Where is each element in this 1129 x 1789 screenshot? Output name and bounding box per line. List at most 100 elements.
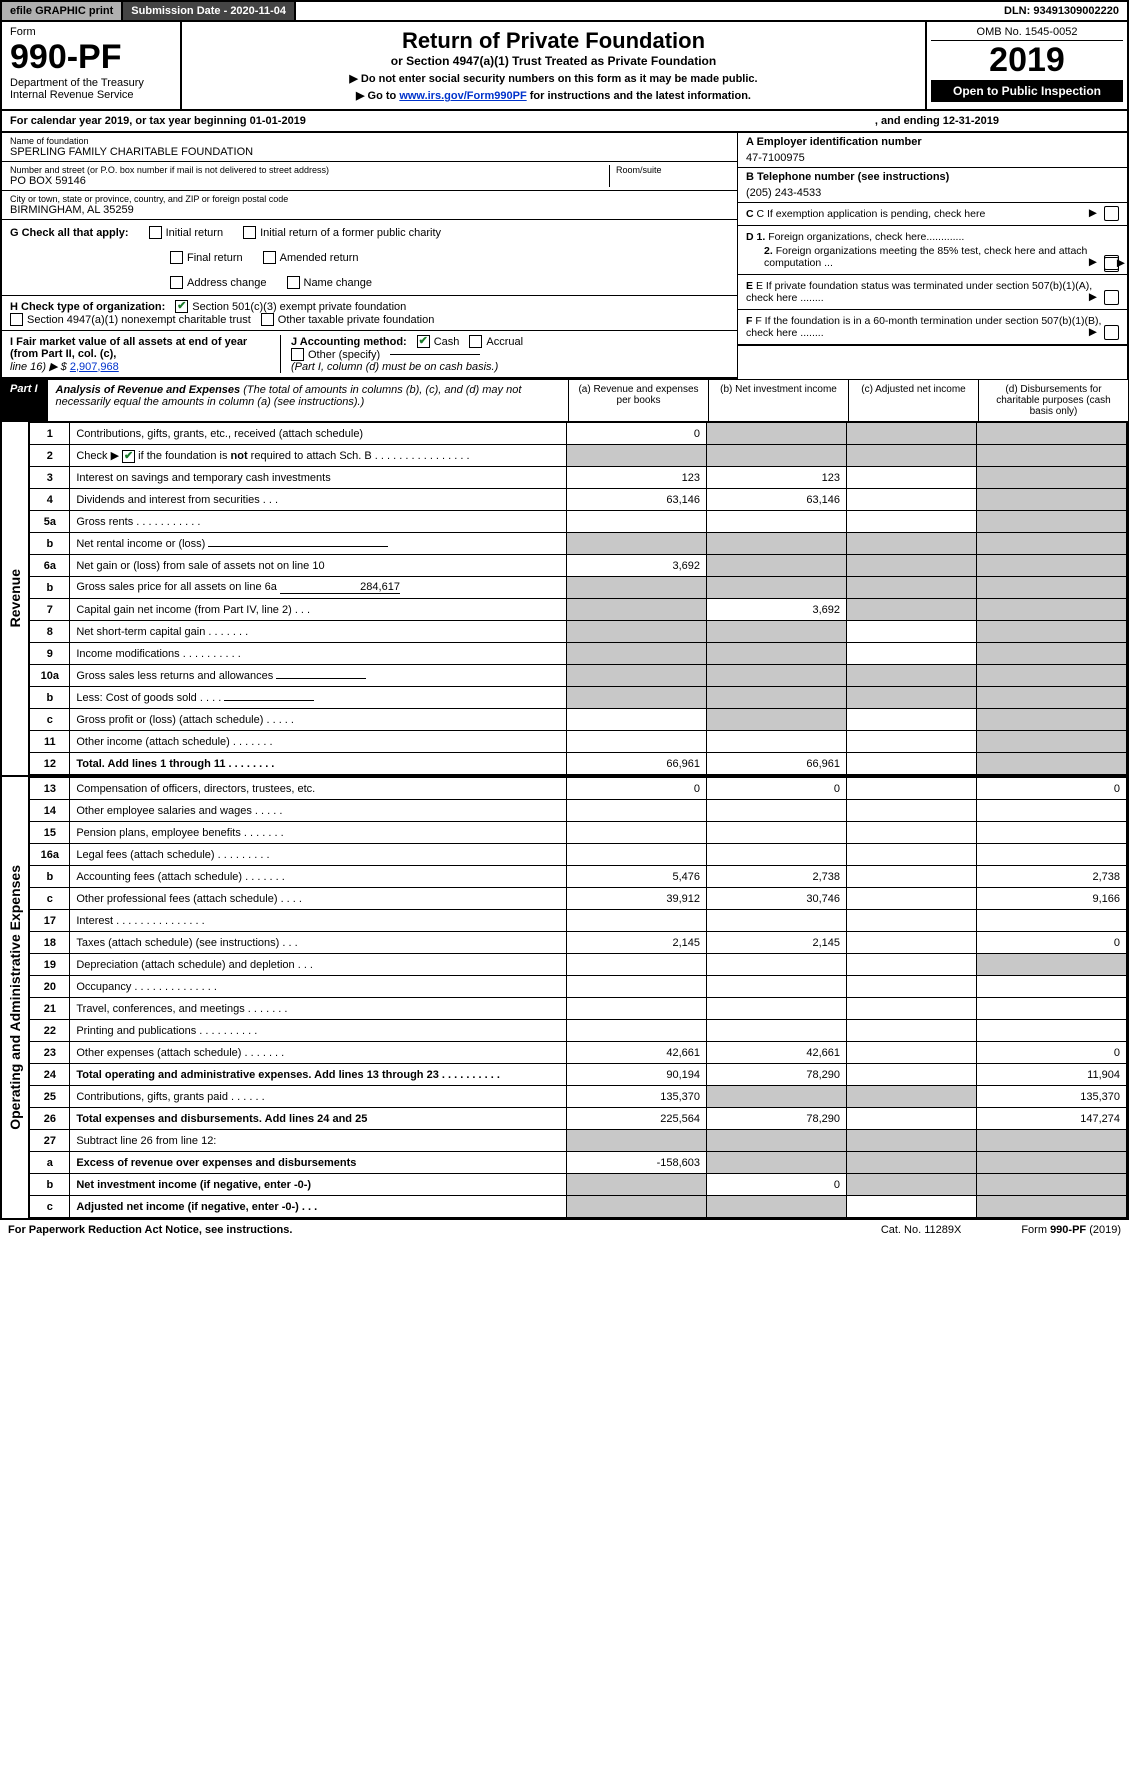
arrow-icon: ▶ [1089, 326, 1097, 338]
chk-501c3[interactable]: ✔ [175, 300, 188, 313]
section-h: H Check type of organization: ✔ Section 5… [2, 296, 737, 331]
g-label: G Check all that apply: [10, 227, 129, 239]
col-a-header: (a) Revenue and expenses per books [569, 379, 709, 422]
table-row: 3Interest on savings and temporary cash … [30, 467, 1127, 489]
col-c-header: (c) Adjusted net income [849, 379, 979, 422]
table-row: cGross profit or (loss) (attach schedule… [30, 709, 1127, 731]
section-i-j: I Fair market value of all assets at end… [2, 331, 737, 379]
omb-number: OMB No. 1545-0052 [931, 26, 1123, 41]
chk-4947[interactable] [10, 313, 23, 326]
table-row: 12Total. Add lines 1 through 11 . . . . … [30, 753, 1127, 775]
table-row: 17Interest . . . . . . . . . . . . . . . [30, 910, 1127, 932]
tax-year: 2019 [931, 41, 1123, 80]
table-row: 15Pension plans, employee benefits . . .… [30, 822, 1127, 844]
part1-header: Part I Analysis of Revenue and Expenses … [0, 379, 1129, 422]
chk-initial-former[interactable] [243, 226, 256, 239]
chk-amended[interactable] [263, 251, 276, 264]
j-accrual: Accrual [486, 336, 523, 348]
chk-name[interactable] [287, 276, 300, 289]
form-subtitle: or Section 4947(a)(1) Trust Treated as P… [188, 54, 919, 68]
g-o5: Address change [187, 277, 267, 289]
note2-post: for instructions and the latest informat… [527, 90, 751, 102]
r6b-d: Gross sales price for all assets on line… [76, 581, 280, 593]
open-to-public: Open to Public Inspection [931, 80, 1123, 102]
chk-other-tax[interactable] [261, 313, 274, 326]
g-o1: Initial return [166, 227, 223, 239]
page-footer: For Paperwork Reduction Act Notice, see … [0, 1220, 1129, 1240]
dept: Department of the Treasury [10, 77, 172, 89]
dln: DLN: 93491309002220 [996, 2, 1127, 20]
f-text: F If the foundation is in a 60-month ter… [746, 315, 1101, 339]
table-row: bNet rental income or (loss) [30, 533, 1127, 555]
chk-d2[interactable] [1104, 257, 1119, 272]
telephone: (205) 243-4533 [746, 183, 1119, 199]
table-row: cOther professional fees (attach schedul… [30, 888, 1127, 910]
note-2: ▶ Go to www.irs.gov/Form990PF for instru… [188, 89, 919, 102]
submission-date: Submission Date - 2020-11-04 [123, 2, 296, 20]
chk-cash[interactable]: ✔ [417, 335, 430, 348]
section-f: F F If the foundation is in a 60-month t… [738, 310, 1127, 346]
chk-final[interactable] [170, 251, 183, 264]
form-title: Return of Private Foundation [188, 28, 919, 54]
note2-pre: ▶ Go to [356, 90, 399, 102]
i-line16: line 16) ▶ $ [10, 361, 70, 373]
table-row: 1Contributions, gifts, grants, etc., rec… [30, 423, 1127, 445]
city: BIRMINGHAM, AL 35259 [10, 204, 729, 216]
calendar-year-row: For calendar year 2019, or tax year begi… [0, 111, 1129, 133]
revenue-section: Revenue 1Contributions, gifts, grants, e… [0, 422, 1129, 777]
r2-text: Check ▶ [76, 450, 122, 462]
table-row: 9Income modifications . . . . . . . . . … [30, 643, 1127, 665]
table-row: cAdjusted net income (if negative, enter… [30, 1196, 1127, 1218]
chk-other-method[interactable] [291, 348, 304, 361]
top-bar: efile GRAPHIC print Submission Date - 20… [0, 0, 1129, 22]
form-number: 990-PF [10, 38, 172, 77]
table-row: 2Check ▶ ✔ if the foundation is not requ… [30, 445, 1127, 467]
table-row: 16aLegal fees (attach schedule) . . . . … [30, 844, 1127, 866]
expenses-table: 13Compensation of officers, directors, t… [29, 777, 1127, 1218]
paperwork-notice: For Paperwork Reduction Act Notice, see … [8, 1224, 292, 1236]
table-row: 5aGross rents . . . . . . . . . . . [30, 511, 1127, 533]
ein-label: A Employer identification number [746, 136, 1119, 148]
irs-link[interactable]: www.irs.gov/Form990PF [399, 90, 526, 102]
addr-label: Number and street (or P.O. box number if… [10, 165, 609, 175]
arrow-icon: ▶ [1089, 291, 1097, 303]
j-other: Other (specify) [308, 349, 380, 361]
h-o2: Section 4947(a)(1) nonexempt charitable … [27, 314, 251, 326]
irs: Internal Revenue Service [10, 89, 172, 101]
table-row: 7Capital gain net income (from Part IV, … [30, 599, 1127, 621]
table-row: 27Subtract line 26 from line 12: [30, 1130, 1127, 1152]
table-row: 22Printing and publications . . . . . . … [30, 1020, 1127, 1042]
ein: 47-7100975 [746, 148, 1119, 164]
fmv-value[interactable]: 2,907,968 [70, 361, 119, 373]
efile-print-button[interactable]: efile GRAPHIC print [2, 2, 123, 20]
chk-schb[interactable]: ✔ [122, 450, 135, 463]
chk-e[interactable] [1104, 290, 1119, 305]
table-row: 21Travel, conferences, and meetings . . … [30, 998, 1127, 1020]
chk-accrual[interactable] [469, 335, 482, 348]
note-1: ▶ Do not enter social security numbers o… [188, 72, 919, 85]
table-row: 11Other income (attach schedule) . . . .… [30, 731, 1127, 753]
chk-f[interactable] [1104, 325, 1119, 340]
g-o2: Initial return of a former public charit… [260, 227, 441, 239]
table-row: 19Depreciation (attach schedule) and dep… [30, 954, 1127, 976]
section-e: E E If private foundation status was ter… [738, 275, 1127, 310]
table-row: 23Other expenses (attach schedule) . . .… [30, 1042, 1127, 1064]
section-c: C C If exemption application is pending,… [738, 203, 1127, 226]
chk-c[interactable] [1104, 206, 1119, 221]
expenses-section: Operating and Administrative Expenses 13… [0, 777, 1129, 1220]
revenue-label: Revenue [7, 569, 23, 627]
chk-address[interactable] [170, 276, 183, 289]
r6b-val: 284,617 [280, 581, 400, 594]
part1-title: Analysis of Revenue and Expenses [56, 384, 241, 396]
table-row: 13Compensation of officers, directors, t… [30, 778, 1127, 800]
room-label: Room/suite [616, 165, 729, 175]
table-row: 8Net short-term capital gain . . . . . .… [30, 621, 1127, 643]
table-row: bAccounting fees (attach schedule) . . .… [30, 866, 1127, 888]
chk-initial[interactable] [149, 226, 162, 239]
j-label: J Accounting method: [291, 336, 407, 348]
h-label: H Check type of organization: [10, 301, 165, 313]
col-d-header: (d) Disbursements for charitable purpose… [979, 379, 1129, 422]
info-grid: Name of foundation SPERLING FAMILY CHARI… [0, 133, 1129, 379]
g-o6: Name change [304, 277, 373, 289]
h-o1: Section 501(c)(3) exempt private foundat… [192, 301, 406, 313]
